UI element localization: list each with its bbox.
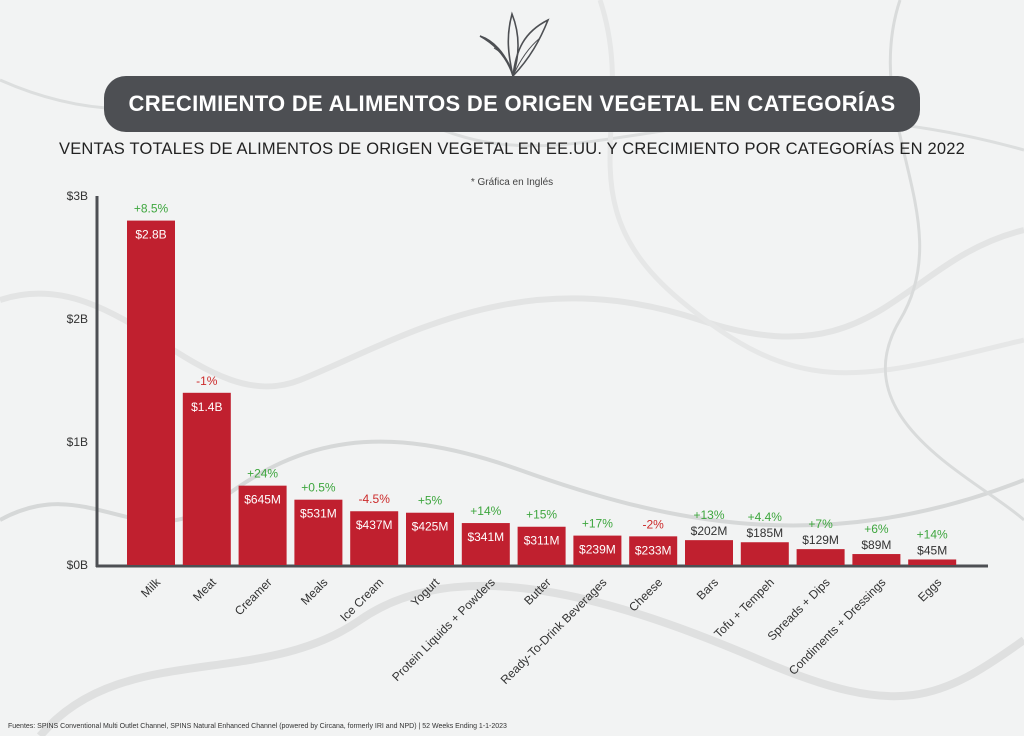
value-label: $129M xyxy=(802,533,839,547)
growth-label: +14% xyxy=(917,527,948,541)
bar xyxy=(908,559,957,565)
growth-label: -4.5% xyxy=(359,492,391,506)
bar xyxy=(573,535,622,565)
bar xyxy=(182,392,231,565)
growth-label: +24% xyxy=(247,467,278,481)
y-tick-label: $3B xyxy=(67,189,88,203)
growth-label: +14% xyxy=(470,504,501,518)
chart-subtitle: VENTAS TOTALES DE ALIMENTOS DE ORIGEN VE… xyxy=(59,140,965,158)
value-label: $645M xyxy=(244,493,281,507)
x-tick-label: Yogurt xyxy=(408,575,443,610)
x-tick-label: Butter xyxy=(521,575,554,608)
bar xyxy=(350,511,399,565)
growth-label: -2% xyxy=(643,517,665,531)
x-tick-label: Ice Cream xyxy=(337,575,386,624)
x-tick-label: Ready-To-Drink Beverages xyxy=(498,575,610,687)
y-tick-label: $1B xyxy=(67,435,88,449)
growth-label: +5% xyxy=(418,494,443,508)
x-tick-label: Protein Liquids + Powders xyxy=(389,575,498,684)
leaf-logo-icon xyxy=(479,11,550,80)
y-tick-label: $2B xyxy=(67,312,88,326)
title-banner: CRECIMIENTO DE ALIMENTOS DE ORIGEN VEGET… xyxy=(104,76,920,132)
bar xyxy=(294,499,343,565)
bar xyxy=(127,220,175,565)
growth-label: +13% xyxy=(693,508,724,522)
x-tick-label: Bars xyxy=(694,575,721,602)
bar xyxy=(852,554,901,565)
value-label: $89M xyxy=(861,538,891,552)
bar xyxy=(406,512,454,565)
x-tick-label: Eggs xyxy=(915,575,944,604)
bar xyxy=(461,523,510,565)
value-label: $531M xyxy=(300,507,337,521)
bar xyxy=(796,549,845,565)
growth-label: +8.5% xyxy=(134,202,169,216)
value-label: $311M xyxy=(524,534,560,548)
x-tick-label: Condiments + Dressings xyxy=(786,575,889,678)
growth-label: +6% xyxy=(864,522,889,536)
growth-label: +0.5% xyxy=(301,481,336,495)
bar xyxy=(685,540,733,565)
x-tick-label: Cheese xyxy=(626,575,665,614)
value-label: $1.4B xyxy=(191,400,222,414)
value-label: $233M xyxy=(635,543,672,557)
y-tick-label: $0B xyxy=(67,558,88,572)
value-label: $437M xyxy=(356,518,393,532)
value-label: $341M xyxy=(467,530,504,544)
page-title: CRECIMIENTO DE ALIMENTOS DE ORIGEN VEGET… xyxy=(128,91,896,116)
value-label: $45M xyxy=(917,543,947,557)
bar xyxy=(629,536,678,565)
x-tick-label: Meals xyxy=(298,575,331,608)
growth-label: +4.4% xyxy=(748,510,783,524)
source-footnote: Fuentes: SPINS Conventional Multi Outlet… xyxy=(8,723,507,730)
value-label: $2.8B xyxy=(135,228,166,242)
bar xyxy=(740,542,789,565)
chart-note: * Gráfica en Inglés xyxy=(470,177,554,188)
x-tick-label: Milk xyxy=(138,575,164,601)
bar xyxy=(238,485,287,565)
value-label: $425M xyxy=(412,520,449,534)
growth-label: +7% xyxy=(808,517,833,531)
x-tick-label: Meat xyxy=(190,575,219,604)
value-label: $185M xyxy=(746,526,783,540)
growth-label: +15% xyxy=(526,508,557,522)
value-label: $239M xyxy=(579,543,616,557)
x-tick-label: Creamer xyxy=(232,575,275,618)
growth-label: +17% xyxy=(582,517,613,531)
value-label: $202M xyxy=(691,524,728,538)
growth-label: -1% xyxy=(196,374,218,388)
bar xyxy=(517,526,566,565)
